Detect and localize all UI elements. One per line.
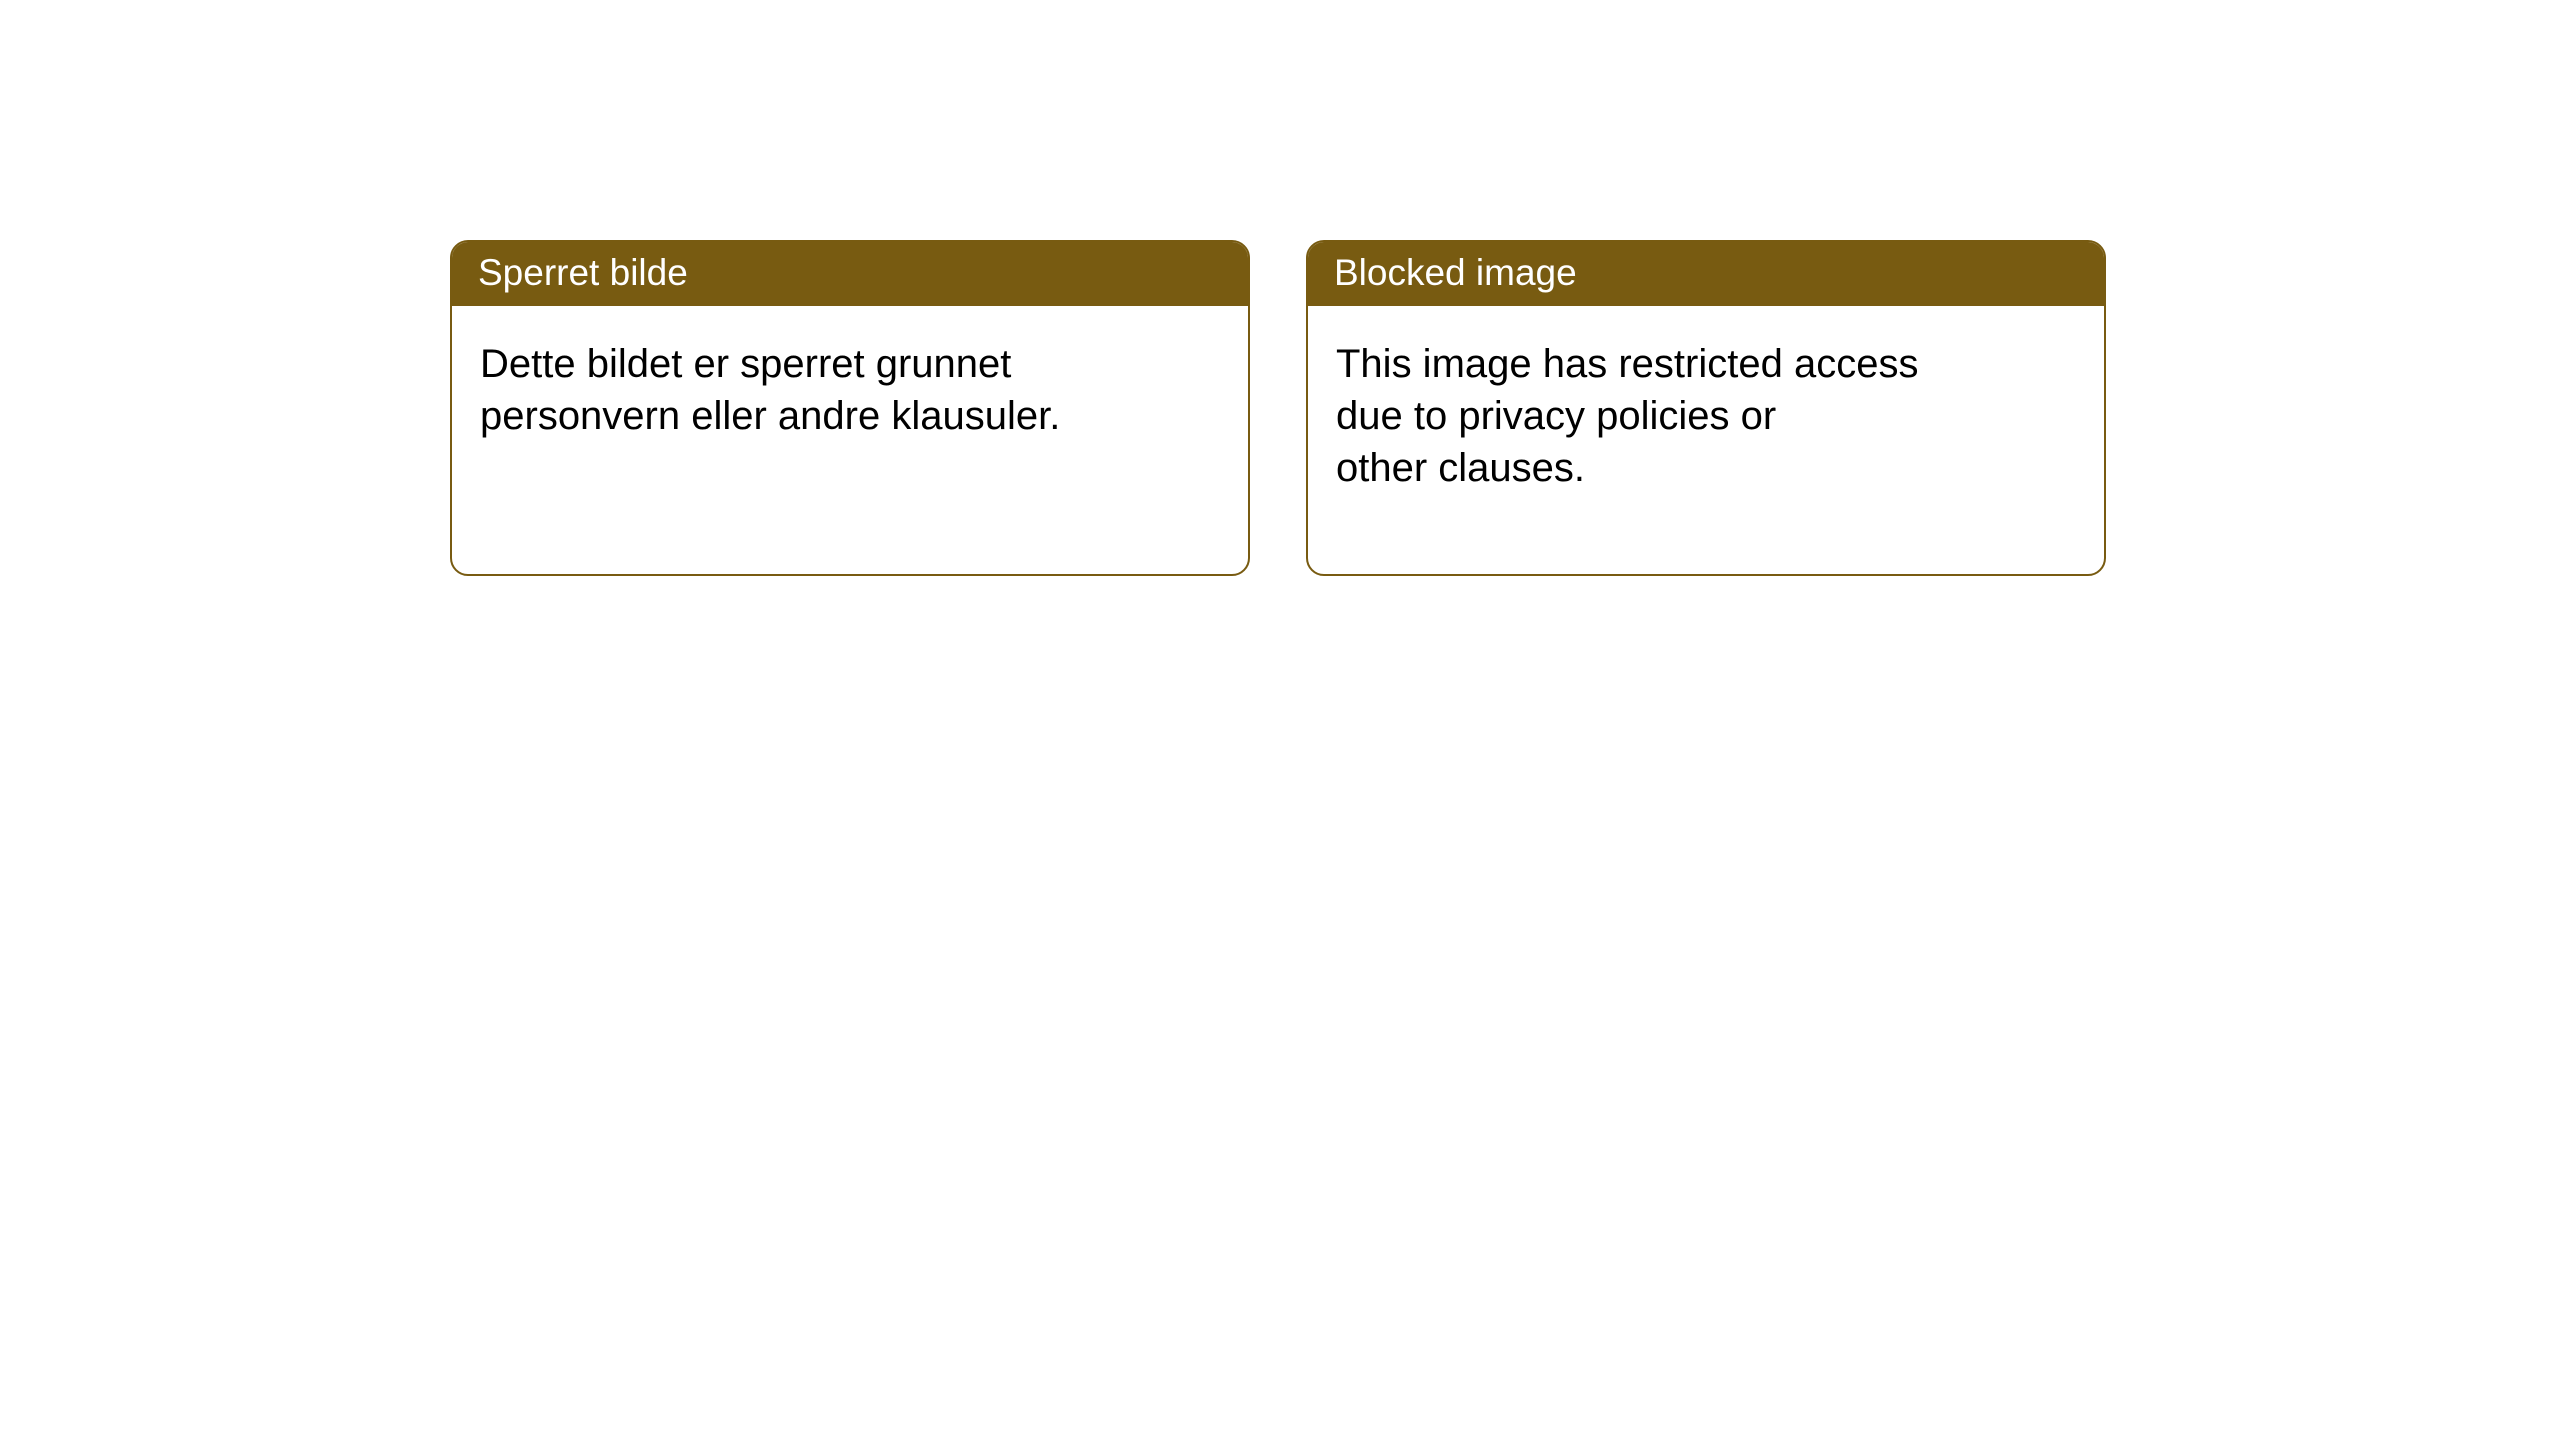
notice-header-english: Blocked image	[1308, 242, 2104, 306]
notice-card-english: Blocked image This image has restricted …	[1306, 240, 2106, 576]
notice-card-norwegian: Sperret bilde Dette bildet er sperret gr…	[450, 240, 1250, 576]
notice-cards-container: Sperret bilde Dette bildet er sperret gr…	[450, 240, 2106, 576]
notice-body-english: This image has restricted access due to …	[1308, 306, 2104, 526]
notice-body-norwegian: Dette bildet er sperret grunnet personve…	[452, 306, 1248, 474]
notice-header-norwegian: Sperret bilde	[452, 242, 1248, 306]
